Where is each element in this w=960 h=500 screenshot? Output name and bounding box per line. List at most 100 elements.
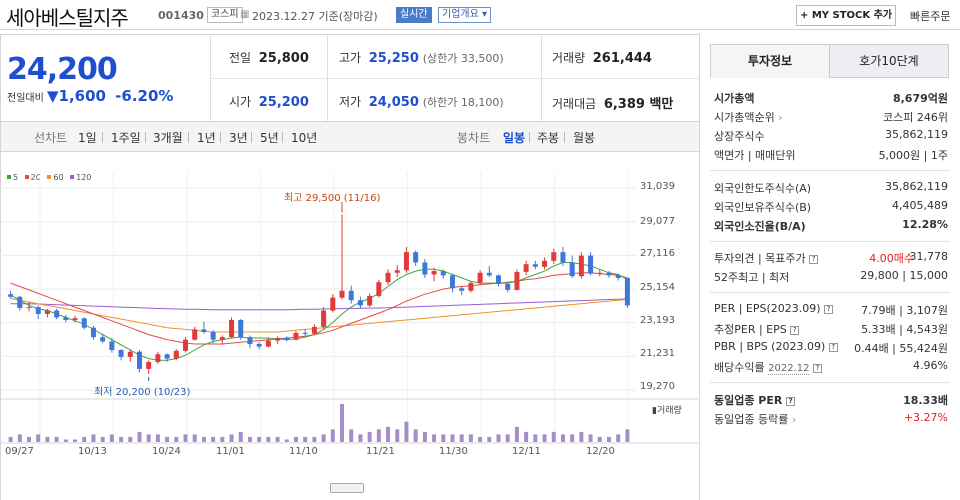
volume-bar [349, 429, 354, 442]
industry-change-row[interactable]: 동일업종 등락률 › +3.27% [714, 411, 948, 426]
info-icon: ? [786, 397, 796, 406]
volume-bar [441, 434, 446, 442]
trade-amount: 거래대금 6,389 백만 [552, 97, 674, 112]
volume-bar [450, 434, 455, 442]
stock-code: 001430 [158, 9, 204, 22]
volume-bar [579, 431, 584, 442]
candle-body [100, 337, 106, 342]
period-5y[interactable]: 5년 [260, 131, 279, 145]
period-3m[interactable]: 3개월 [153, 131, 183, 145]
period-10y[interactable]: 10년 [291, 131, 318, 145]
volume-bar [386, 426, 391, 442]
chart-scroll-handle[interactable] [330, 483, 364, 493]
y-tick: 27,116 [640, 248, 675, 259]
stock-name: 세아베스틸지주 [6, 6, 129, 30]
volume-bar [606, 436, 611, 442]
candle-body [90, 327, 96, 338]
current-price: 24,200 [7, 52, 118, 87]
candle-weekly[interactable]: 주봉 [537, 131, 560, 145]
volume-bar [616, 434, 621, 442]
x-tick: 11/10 [289, 446, 318, 457]
candle-body [8, 294, 14, 297]
candle-body [118, 350, 124, 357]
add-mystock-button[interactable]: + MY STOCK 추가 [796, 5, 896, 26]
candle-body [523, 264, 529, 272]
candle-body [72, 318, 78, 320]
candle-body [348, 290, 354, 301]
market-cap-rank-row[interactable]: 시가총액순위 › 코스피 246위 [714, 111, 948, 124]
chart-toolbar: 선차트 1일 1주일 3개월 1년 3년 5년 10년 봉차트 일봉 주봉 월봉 [0, 122, 700, 152]
volume-bar [432, 434, 437, 442]
candle-body [422, 262, 428, 275]
candle-body [505, 283, 511, 290]
realtime-badge[interactable]: 실시간 [396, 7, 432, 23]
candle-body [624, 277, 630, 306]
quick-order-link[interactable]: 빠른주문 [910, 10, 951, 23]
prev-close: 전일 25,800 [229, 51, 309, 66]
candle-body [302, 332, 308, 334]
y-tick: 29,077 [640, 216, 675, 227]
legend-ma120: 120 [76, 173, 92, 182]
volume-bar [551, 431, 556, 442]
candle-daily[interactable]: 일봉 [503, 131, 526, 145]
candle-body [54, 310, 60, 318]
period-1w[interactable]: 1주일 [111, 131, 141, 145]
y-tick: 19,270 [640, 381, 675, 392]
info-icon: ? [809, 255, 819, 264]
low-annotation: 최저 20,200 (10/23) [94, 387, 191, 398]
company-overview-button[interactable]: 기업개요 ▾ [438, 7, 491, 23]
y-tick: 23,193 [640, 315, 675, 326]
volume-bar [119, 436, 124, 442]
volume-bar [542, 434, 547, 442]
volume-bar [73, 439, 78, 442]
tab-investment-info[interactable]: 투자정보 [710, 44, 830, 78]
market-badge: 코스피 [207, 7, 243, 23]
foreign-hold-row: 외국인보유주식수(B) 4,405,489 [714, 199, 948, 214]
candle-body [256, 344, 262, 347]
candle-body [588, 255, 594, 274]
info-icon: ? [812, 364, 822, 373]
face-value-row: 액면가 | 매매단위 5,000원 | 1주 [714, 149, 948, 162]
candle-body [146, 362, 152, 369]
change-label: 전일대비 [7, 93, 44, 104]
y-tick: 21,231 [640, 348, 675, 359]
52w-row: 52주최고 | 최저 29,800 | 15,000 [714, 269, 948, 284]
candle-body [431, 271, 437, 275]
high-price: 고가 25,250 (상한가 33,500) [339, 51, 504, 66]
volume-bar [395, 429, 400, 442]
volume-bar [201, 436, 206, 442]
candle-monthly[interactable]: 월봉 [573, 131, 596, 145]
x-tick: 12/20 [586, 446, 615, 457]
volume-bar [293, 436, 298, 442]
x-tick: 10/13 [78, 446, 107, 457]
candle-body [210, 331, 216, 340]
period-1d[interactable]: 1일 [78, 131, 97, 145]
low-price: 저가 24,050 (하한가 18,100) [339, 95, 504, 110]
open-price: 시가 25,200 [229, 95, 309, 110]
volume-bar [275, 436, 280, 442]
volume-bar [496, 434, 501, 442]
line-chart-label: 선차트 [34, 131, 68, 145]
candle-body [35, 307, 41, 314]
candle-body [532, 264, 538, 267]
candle-body [496, 275, 502, 284]
divider [710, 241, 950, 242]
price-change: 전일대비 ▼1,600 -6.20% [7, 87, 173, 105]
legend-ma5: 5 [13, 173, 19, 182]
price-summary: 24,200 전일대비 ▼1,600 -6.20% 전일 25,800 고가 2… [0, 34, 700, 122]
per-row: PER | EPS(2023.09) ? 7.79배 | 3,107원 [714, 302, 948, 317]
chart-legend: 5 20 60 120 [3, 173, 91, 182]
period-1y[interactable]: 1년 [197, 131, 216, 145]
volume-bar [220, 436, 225, 442]
volume-bar [8, 436, 13, 442]
tab-order-book[interactable]: 호가10단계 [829, 44, 949, 78]
stock-header: 세아베스틸지주 001430 코스피 ▦ 2023.12.27 기준(장마감) … [0, 0, 960, 30]
volume-bar [570, 434, 575, 442]
candle-body [44, 310, 50, 314]
candle-body [551, 252, 557, 261]
period-3y[interactable]: 3년 [229, 131, 248, 145]
candle-body [17, 296, 23, 308]
candle-body [311, 326, 317, 334]
volume-bar [468, 434, 473, 442]
candlestick-chart[interactable] [0, 152, 700, 500]
